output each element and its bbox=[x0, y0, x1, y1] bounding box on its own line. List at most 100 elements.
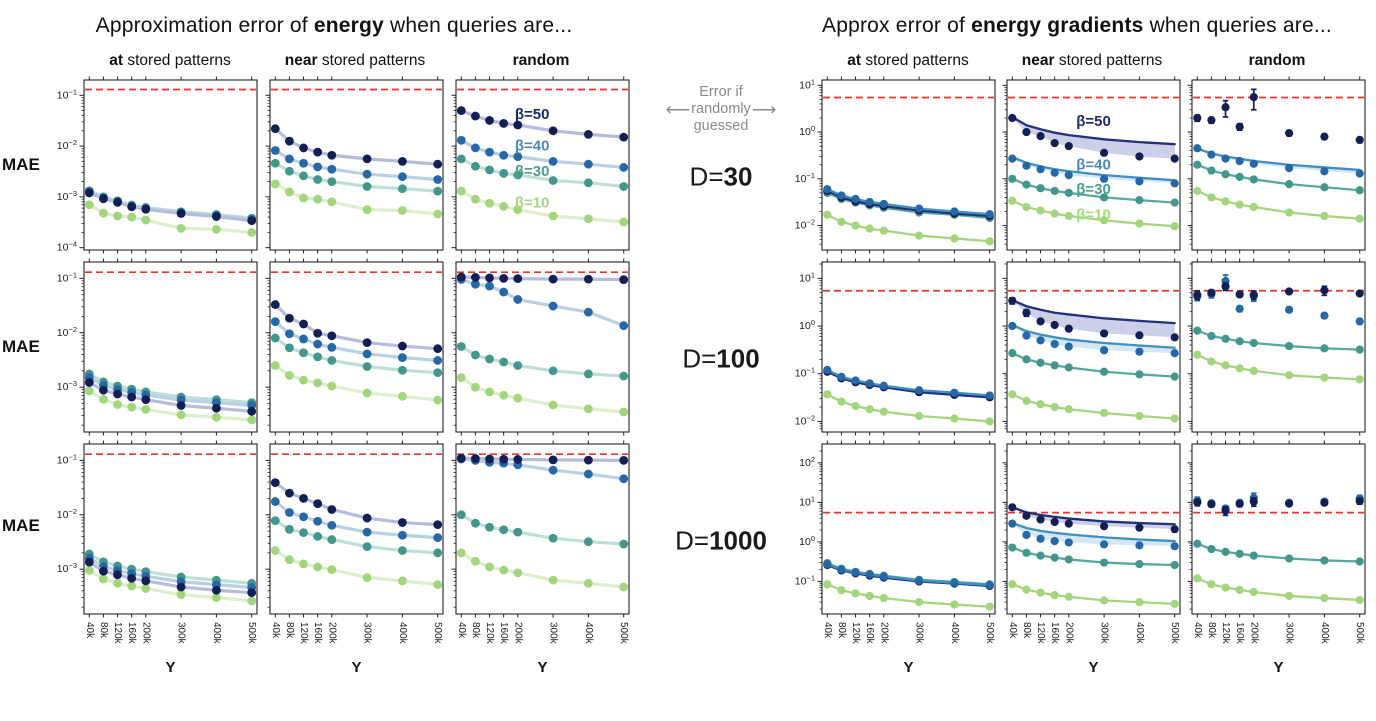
svg-text:160k: 160k bbox=[1234, 622, 1245, 645]
y-axis-label-mae: MAE bbox=[2, 155, 40, 174]
left-col-header-at-stored: at stored patterns bbox=[109, 52, 231, 69]
plot-gradients-d30-at-stored: 10−2 10−1 100 101 bbox=[786, 74, 998, 256]
svg-text:102: 102 bbox=[799, 454, 815, 469]
svg-text:500k: 500k bbox=[246, 622, 257, 645]
svg-text:40k: 40k bbox=[456, 622, 467, 639]
svg-text:300k: 300k bbox=[1099, 622, 1110, 645]
right-arrow-icon: ⟶ bbox=[751, 100, 777, 120]
plot-canvas: 10−2 10−1 100 101 bbox=[795, 76, 996, 254]
right-col-header-near-stored: near stored patterns bbox=[1021, 52, 1163, 69]
legend-label: β=40 bbox=[1076, 156, 1111, 173]
panel-energy: Approximation error of energy when queri… bbox=[0, 0, 656, 721]
plot-gradients-d100-random bbox=[1186, 256, 1368, 438]
plot-energy-d30-at-stored: 10−4 10−3 10−2 10−1 bbox=[48, 74, 260, 256]
middle-annotation-column: ⟵ Error if randomly guessed ⟶ D=30 D=100… bbox=[656, 0, 786, 721]
plot-canvas: 40k 80k 120k 160k 200k 300k 400k 500k Y bbox=[1002, 440, 1181, 676]
svg-text:40k: 40k bbox=[1192, 622, 1203, 639]
plot-canvas: 40k 80k 120k 160k 200k 300k 400k 500k 10−1 100 101… bbox=[795, 440, 996, 676]
svg-text:100: 100 bbox=[799, 124, 815, 139]
svg-text:500k: 500k bbox=[1354, 622, 1365, 645]
legend-label: β=10 bbox=[515, 194, 550, 211]
svg-text:300k: 300k bbox=[362, 622, 373, 645]
svg-text:10−4: 10−4 bbox=[57, 239, 77, 254]
svg-text:10−3: 10−3 bbox=[57, 188, 77, 203]
svg-text:500k: 500k bbox=[432, 622, 443, 645]
svg-text:300k: 300k bbox=[548, 622, 559, 645]
random-guess-annotation-text: Error if randomly guessed bbox=[691, 84, 751, 135]
svg-text:101: 101 bbox=[799, 270, 815, 285]
svg-text:200k: 200k bbox=[512, 622, 523, 645]
x-axis-label: Y bbox=[351, 659, 361, 676]
y-axis-label-mae: MAE bbox=[2, 516, 40, 535]
svg-text:40k: 40k bbox=[1007, 622, 1018, 639]
svg-text:160k: 160k bbox=[126, 622, 137, 645]
svg-text:300k: 300k bbox=[914, 622, 925, 645]
plot-energy-d1000-at-stored: 40k 80k 120k 160k 200k 300k 400k 500k 10−3 10−2 10… bbox=[48, 438, 260, 680]
svg-text:80k: 80k bbox=[98, 622, 109, 639]
svg-text:80k: 80k bbox=[470, 622, 481, 639]
svg-text:10−1: 10−1 bbox=[57, 270, 77, 285]
svg-text:500k: 500k bbox=[1169, 622, 1180, 645]
plot-gradients-d1000-random: 40k 80k 120k 160k 200k 300k 400k 500k Y bbox=[1186, 438, 1368, 680]
plot-gradients-d1000-near-stored: 40k 80k 120k 160k 200k 300k 400k 500k Y bbox=[1001, 438, 1183, 680]
x-axis-label: Y bbox=[903, 659, 913, 676]
legend-label: β=50 bbox=[515, 106, 550, 123]
y-axis-label-mae: MAE bbox=[2, 337, 40, 356]
svg-text:100: 100 bbox=[799, 318, 815, 333]
svg-text:101: 101 bbox=[799, 494, 815, 509]
svg-text:200k: 200k bbox=[878, 622, 889, 645]
svg-text:10−1: 10−1 bbox=[795, 365, 815, 380]
right-col-header-random: random bbox=[1248, 52, 1306, 69]
plot-canvas: 10−4 10−3 10−2 10−1 bbox=[57, 76, 258, 254]
legend-label: β=50 bbox=[1076, 113, 1111, 130]
svg-text:10−2: 10−2 bbox=[795, 413, 815, 428]
left-panel-title: Approximation error of energy when queri… bbox=[95, 14, 573, 37]
plot-energy-d100-near-stored bbox=[264, 256, 446, 438]
svg-text:160k: 160k bbox=[312, 622, 323, 645]
svg-text:160k: 160k bbox=[864, 622, 875, 645]
svg-text:500k: 500k bbox=[984, 622, 995, 645]
legend-label: β=30 bbox=[1076, 181, 1111, 198]
svg-text:10−1: 10−1 bbox=[57, 452, 77, 467]
left-col-header-random: random bbox=[512, 52, 570, 69]
svg-text:200k: 200k bbox=[140, 622, 151, 645]
svg-text:100: 100 bbox=[799, 533, 815, 548]
svg-text:10−3: 10−3 bbox=[57, 561, 77, 576]
row-label-d1000: D=1000 bbox=[675, 525, 767, 556]
svg-text:80k: 80k bbox=[1021, 622, 1032, 639]
svg-text:300k: 300k bbox=[1284, 622, 1295, 645]
legend-label: β=10 bbox=[1076, 206, 1111, 223]
plot-canvas bbox=[1187, 76, 1366, 254]
svg-text:400k: 400k bbox=[949, 622, 960, 645]
svg-text:500k: 500k bbox=[618, 622, 629, 645]
panel-energy-gradients: Approx error of energy gradients when qu… bbox=[786, 0, 1376, 721]
svg-text:40k: 40k bbox=[270, 622, 281, 639]
plot-gradients-d100-at-stored: 10−2 10−1 100 101 bbox=[786, 256, 998, 438]
right-col-header-at-stored: at stored patterns bbox=[847, 52, 969, 69]
svg-text:80k: 80k bbox=[836, 622, 847, 639]
svg-text:10−2: 10−2 bbox=[57, 324, 77, 339]
svg-text:300k: 300k bbox=[176, 622, 187, 645]
plot-gradients-d100-near-stored bbox=[1001, 256, 1183, 438]
plot-gradients-d30-near-stored: β=50 β=40 β=30 β=10 bbox=[1001, 74, 1183, 256]
x-axis-label: Y bbox=[1088, 659, 1098, 676]
svg-text:400k: 400k bbox=[583, 622, 594, 645]
svg-text:40k: 40k bbox=[84, 622, 95, 639]
plot-canvas: 40k 80k 120k 160k 200k 300k 400k 500k Y bbox=[265, 440, 444, 676]
svg-text:120k: 120k bbox=[1035, 622, 1046, 645]
svg-text:200k: 200k bbox=[1063, 622, 1074, 645]
svg-text:120k: 120k bbox=[112, 622, 123, 645]
svg-text:10−2: 10−2 bbox=[57, 506, 77, 521]
legend-label: β=30 bbox=[515, 163, 550, 180]
plot-canvas: 40k 80k 120k 160k 200k 300k 400k 500k Y bbox=[451, 440, 630, 676]
plot-energy-d100-at-stored: 10−3 10−2 10−1 bbox=[48, 256, 260, 438]
plot-energy-d100-random bbox=[450, 256, 632, 438]
x-axis-label: Y bbox=[1273, 659, 1283, 676]
svg-text:160k: 160k bbox=[498, 622, 509, 645]
x-axis-label: Y bbox=[165, 659, 175, 676]
plot-canvas bbox=[1187, 258, 1366, 436]
plot-canvas: 40k 80k 120k 160k 200k 300k 400k 500k Y bbox=[1187, 440, 1366, 676]
svg-text:40k: 40k bbox=[822, 622, 833, 639]
plot-energy-d1000-near-stored: 40k 80k 120k 160k 200k 300k 400k 500k Y bbox=[264, 438, 446, 680]
plot-canvas: β=50 β=40 β=30 β=10 bbox=[451, 76, 630, 254]
